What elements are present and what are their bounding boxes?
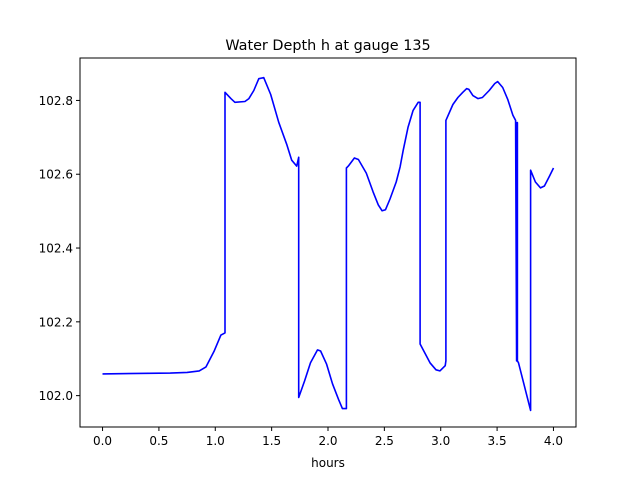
y-tick-label: 102.6 xyxy=(39,168,73,182)
y-tick-label: 102.4 xyxy=(39,242,73,256)
figure-background xyxy=(0,0,640,480)
chart-title: Water Depth h at gauge 135 xyxy=(225,38,430,54)
y-tick-label: 102.8 xyxy=(39,94,73,108)
y-tick-label: 102.0 xyxy=(39,389,73,403)
chart: Water Depth h at gauge 135 hours 0.0 0.5 1… xyxy=(0,0,640,480)
x-tick-label: 4.0 xyxy=(544,434,563,448)
x-tick-label: 2.5 xyxy=(375,434,394,448)
y-tick-label: 102.2 xyxy=(39,315,73,329)
x-tick-label: 2.0 xyxy=(318,434,337,448)
x-axis-label: hours xyxy=(311,456,345,470)
x-tick-label: 0.5 xyxy=(149,434,168,448)
x-tick-label: 0.0 xyxy=(93,434,112,448)
x-tick-label: 1.5 xyxy=(262,434,281,448)
x-tick-label: 3.5 xyxy=(488,434,507,448)
x-tick-label: 1.0 xyxy=(206,434,225,448)
x-tick-label: 3.0 xyxy=(431,434,450,448)
